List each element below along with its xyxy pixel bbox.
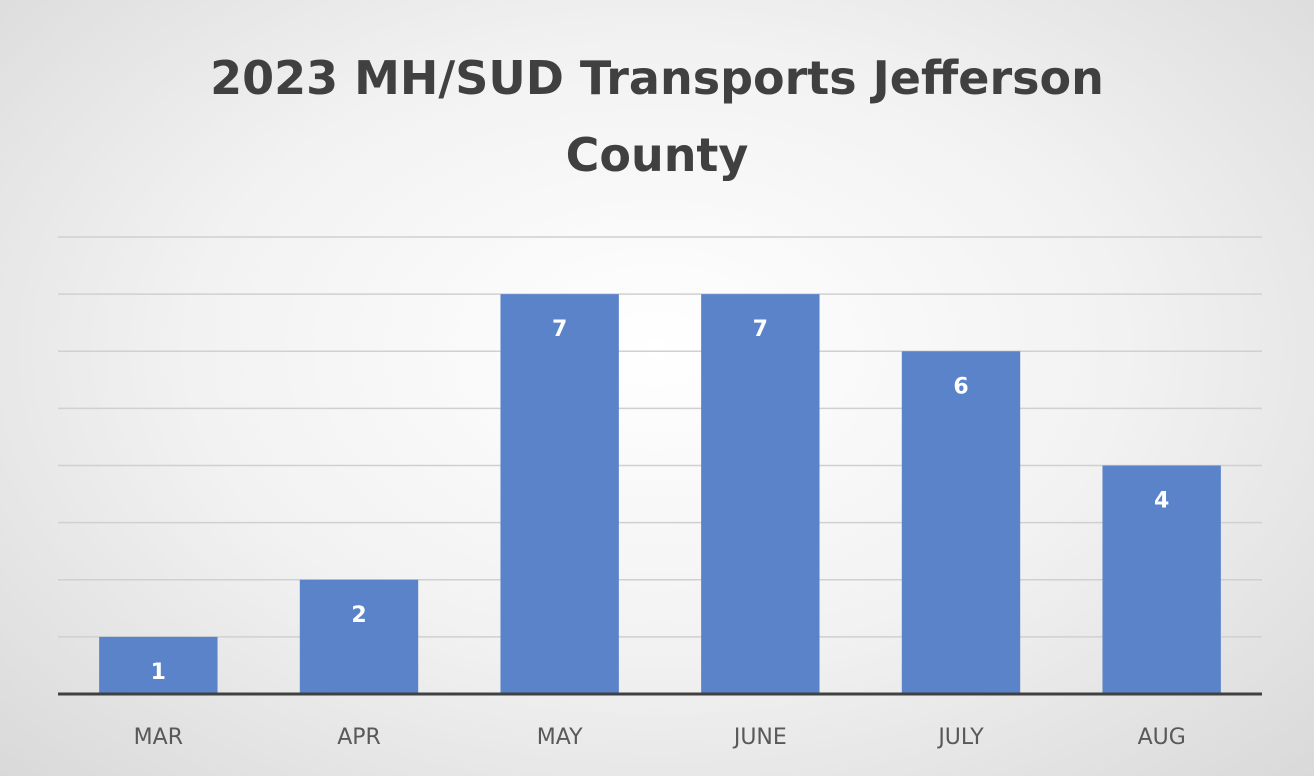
bar (299, 579, 419, 694)
x-tick-label: JUNE (732, 725, 787, 750)
x-tick-label: JULY (936, 725, 984, 750)
data-label: 4 (1154, 489, 1169, 514)
x-tick-label: MAY (537, 725, 583, 750)
bar (701, 294, 820, 694)
bar (901, 351, 1021, 694)
x-tick-label: AUG (1138, 725, 1186, 750)
data-label: 1 (151, 660, 166, 685)
bar (500, 294, 619, 694)
bar (99, 636, 218, 694)
x-tick-label: APR (337, 725, 381, 750)
data-label: 2 (351, 603, 366, 628)
chart-title: 2023 MH/SUD Transports Jefferson County (210, 51, 1104, 182)
data-label: 6 (953, 374, 968, 399)
bar (1102, 465, 1221, 694)
x-tick-label: MAR (134, 725, 183, 750)
data-label: 7 (753, 317, 768, 342)
data-label: 7 (552, 317, 567, 342)
